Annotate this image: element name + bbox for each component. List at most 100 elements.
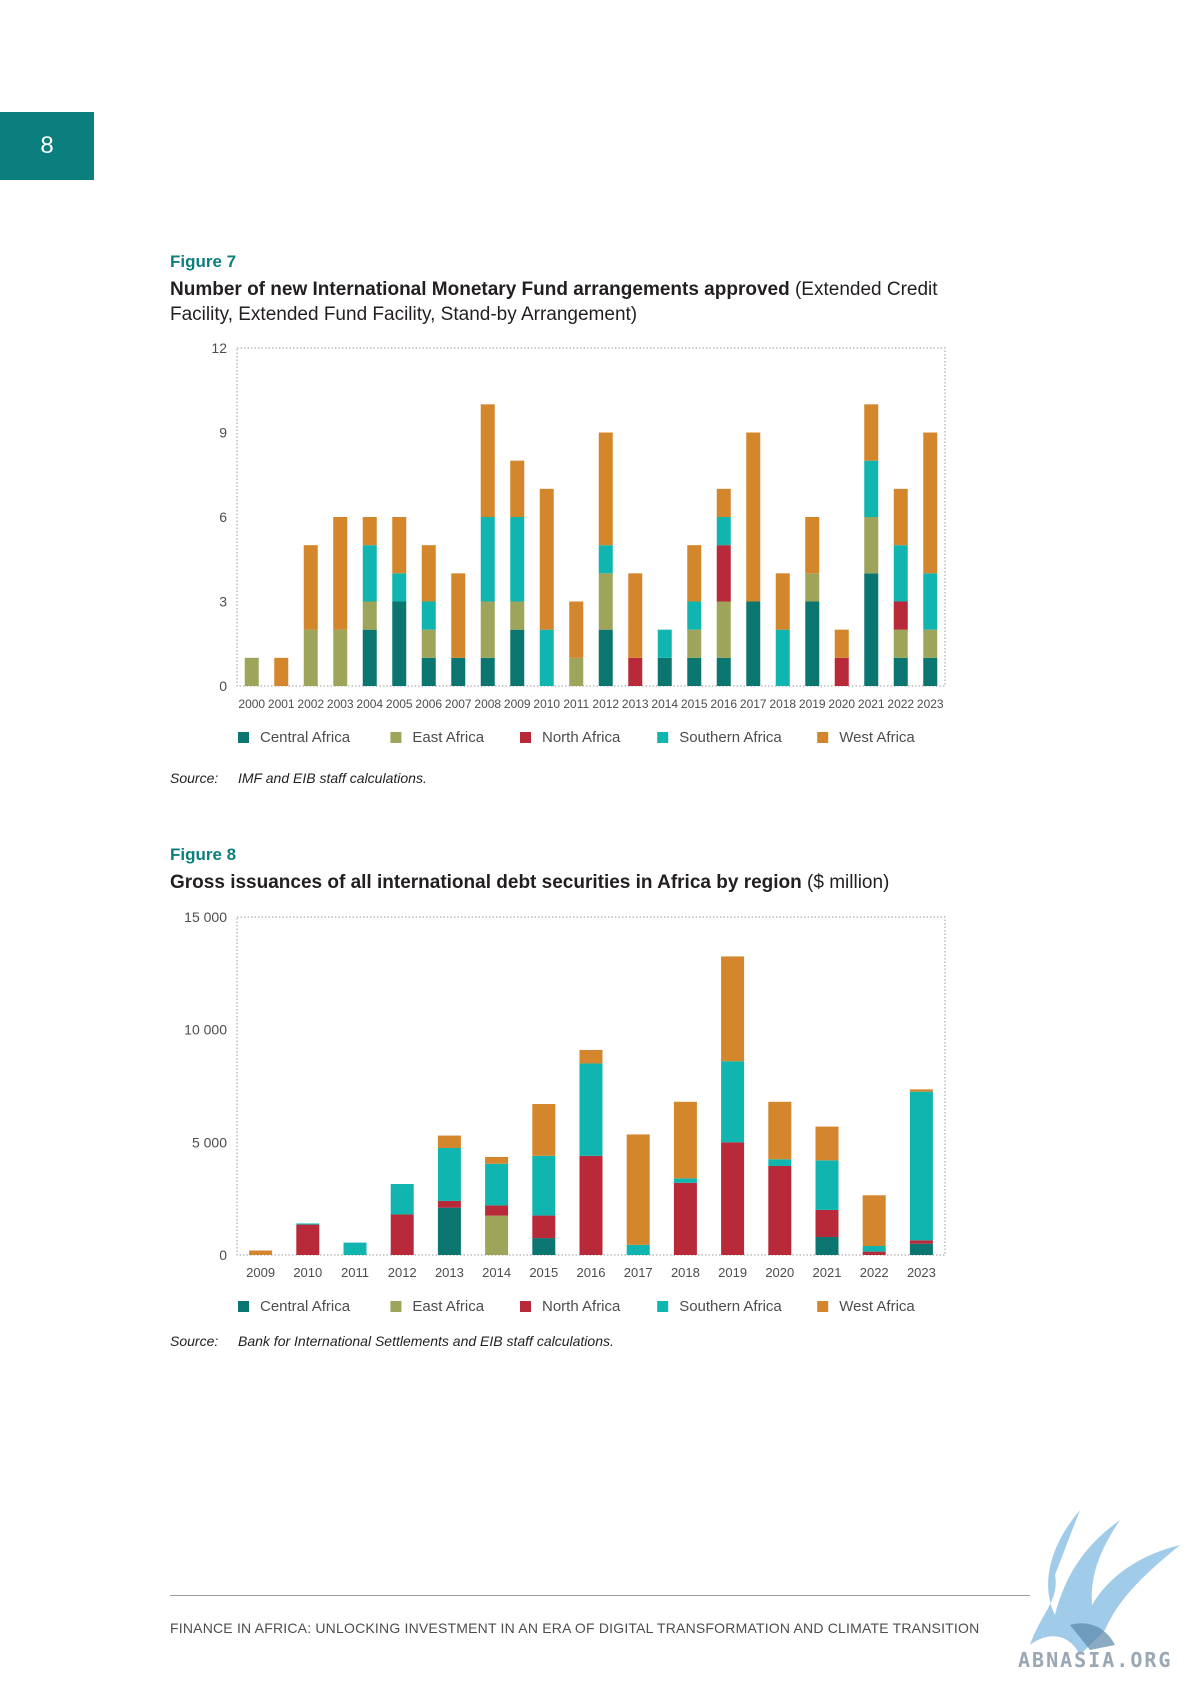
figure7-bar-central-africa-2008: [480, 657, 495, 686]
figure8-bar-north-africa-2023: [909, 1240, 933, 1244]
figure7-bar-east-africa-2019: [805, 573, 820, 602]
figure8-source-label: Source:: [170, 1333, 219, 1349]
figure8-legend-swatch-east-africa: [390, 1301, 402, 1312]
figure7-legend-label-east-africa: East Africa: [412, 729, 484, 746]
figure7-bar-southern-africa-2010: [539, 629, 554, 686]
figure8-bar-west-africa-2014: [485, 1156, 509, 1164]
figure7-bar-west-africa-2010: [539, 488, 554, 630]
figure8-title-bold: Gross issuances of all international deb…: [170, 872, 802, 893]
figure7-bar-east-africa-2021: [864, 517, 879, 574]
figure7-source: Source: IMF and EIB staff calculations.: [170, 770, 427, 786]
figure7-bar-central-africa-2019: [805, 601, 820, 686]
figure7-xtick-label: 2018: [769, 697, 796, 711]
figure7-bar-west-africa-2020: [834, 629, 849, 658]
figure7-bar-central-africa-2004: [362, 629, 377, 686]
figure7-xtick-label: 2016: [710, 697, 737, 711]
figure7-bar-west-africa-2007: [451, 573, 466, 658]
figure7-xtick-label: 2014: [651, 697, 678, 711]
figure7-xtick-label: 2006: [415, 697, 442, 711]
figure7-label: Figure 7: [170, 252, 237, 271]
figure7-xtick-label: 2020: [828, 697, 855, 711]
figure7-title-rest: (Extended Credit Facility, Extended Fund…: [170, 279, 938, 325]
figure7-bar-central-africa-2007: [451, 657, 466, 686]
figure7-xtick-label: 2007: [445, 697, 472, 711]
figure8-bar-west-africa-2020: [768, 1101, 792, 1160]
figure7-legend-swatch-central-africa: [238, 732, 249, 743]
figure7-legend-swatch-east-africa: [390, 732, 402, 743]
figure8-title: Gross issuances of all international deb…: [170, 870, 970, 895]
figure8-bar-southern-africa-2021: [815, 1160, 839, 1210]
figure7-xtick-label: 2021: [858, 697, 885, 711]
figure7-bar-east-africa-2015: [687, 629, 702, 658]
figure8-bar-west-africa-2016: [579, 1049, 603, 1064]
figure8-legend-label-southern-africa: Southern Africa: [679, 1298, 782, 1315]
figure8-bar-west-africa-2017: [626, 1134, 650, 1245]
figure7-xtick-label: 2017: [740, 697, 767, 711]
figure7-legend-label-west-africa: West Africa: [839, 729, 915, 746]
figure7-bar-west-africa-2006: [421, 545, 436, 602]
figure7-legend-swatch-west-africa: [817, 732, 829, 743]
figure7-legend-swatch-southern-africa: [657, 732, 669, 743]
figure8-ytick-label: 15 000: [184, 909, 227, 925]
figure7-bar-west-africa-2003: [333, 517, 348, 630]
figure8-label: Figure 8: [170, 845, 237, 864]
figure8-xtick-label: 2021: [813, 1265, 842, 1280]
figure7-bar-north-africa-2020: [834, 657, 849, 686]
figure8-title-rest: ($ million): [801, 872, 890, 893]
figure7-plot-frame: [236, 347, 946, 687]
figure7-bar-east-africa-2003: [333, 629, 348, 686]
figure8-xtick-label: 2022: [860, 1265, 889, 1280]
figure7-xtick-label: 2013: [622, 697, 649, 711]
figure7-xtick-label: 2019: [799, 697, 826, 711]
figure7-bar-southern-africa-2022: [893, 545, 908, 602]
figure7-ytick-label: 12: [211, 340, 227, 356]
figure7-bar-east-africa-2011: [569, 657, 584, 686]
figure7-bar-west-africa-2019: [805, 517, 820, 574]
figure8-legend-label-central-africa: Central Africa: [260, 1298, 351, 1315]
figure7-bar-east-africa-2009: [510, 601, 525, 630]
figure8-bar-southern-africa-2023: [909, 1091, 933, 1241]
figure7-xtick-label: 2002: [297, 697, 324, 711]
figure8-bar-west-africa-2013: [437, 1135, 461, 1148]
figure8-bar-west-africa-2021: [815, 1126, 839, 1161]
figure7-xtick-label: 2005: [386, 697, 413, 711]
figure7-bar-southern-africa-2009: [510, 517, 525, 602]
figure8-bar-north-africa-2021: [815, 1209, 839, 1237]
figure7-bar-central-africa-2014: [657, 657, 672, 686]
figure7-bar-east-africa-2008: [480, 601, 495, 658]
figure7-source-label: Source:: [170, 770, 219, 786]
figure8-bar-southern-africa-2012: [390, 1184, 414, 1215]
figure8-bar-north-africa-2010: [296, 1224, 320, 1255]
figure8-legend-label-north-africa: North Africa: [542, 1298, 621, 1315]
figure7-xtick-label: 2004: [356, 697, 383, 711]
figure7-bar-west-africa-2023: [923, 432, 938, 574]
figure8-bar-southern-africa-2013: [437, 1147, 461, 1201]
figure8-bar-north-africa-2014: [485, 1205, 509, 1216]
figure7-xtick-label: 2009: [504, 697, 531, 711]
figure8-chart: 0 5 000 10 000 15 000 2009 2010 2011 2012 2013 20…: [184, 909, 946, 1315]
figure8-bar-east-africa-2014: [485, 1215, 509, 1255]
figure7-legend-label-north-africa: North Africa: [542, 729, 621, 746]
figure8-source: Source: Bank for International Settlement…: [170, 1333, 614, 1349]
figure7-ytick-label: 3: [219, 594, 227, 610]
watermark-logo: [1030, 1510, 1180, 1655]
figure7-bar-east-africa-2023: [923, 629, 938, 658]
figure7-bar-west-africa-2022: [893, 488, 908, 546]
figure7-bar-central-africa-2006: [421, 657, 436, 686]
figure7-bar-north-africa-2022: [893, 601, 908, 630]
figure7-xtick-label: 2003: [327, 697, 354, 711]
figure7-legend-label-central-africa: Central Africa: [260, 729, 351, 746]
figure7-legend-swatch-north-africa: [520, 732, 531, 743]
figure7-bar-west-africa-2012: [598, 432, 613, 546]
figure7-bar-central-africa-2009: [510, 629, 525, 686]
figure7-bar-central-africa-2017: [746, 601, 761, 686]
figure7-bar-north-africa-2016: [716, 545, 731, 602]
figure8-bar-southern-africa-2016: [579, 1063, 603, 1156]
figure7-bar-central-africa-2022: [893, 657, 908, 686]
figure7-bar-east-africa-2002: [303, 629, 318, 686]
figure8-bar-central-africa-2021: [815, 1236, 839, 1255]
figure8-bar-west-africa-2022: [862, 1195, 886, 1246]
figure7-bar-west-africa-2008: [480, 404, 495, 517]
figure7-xtick-label: 2010: [533, 697, 560, 711]
figure7-bar-east-africa-2000: [244, 657, 259, 686]
